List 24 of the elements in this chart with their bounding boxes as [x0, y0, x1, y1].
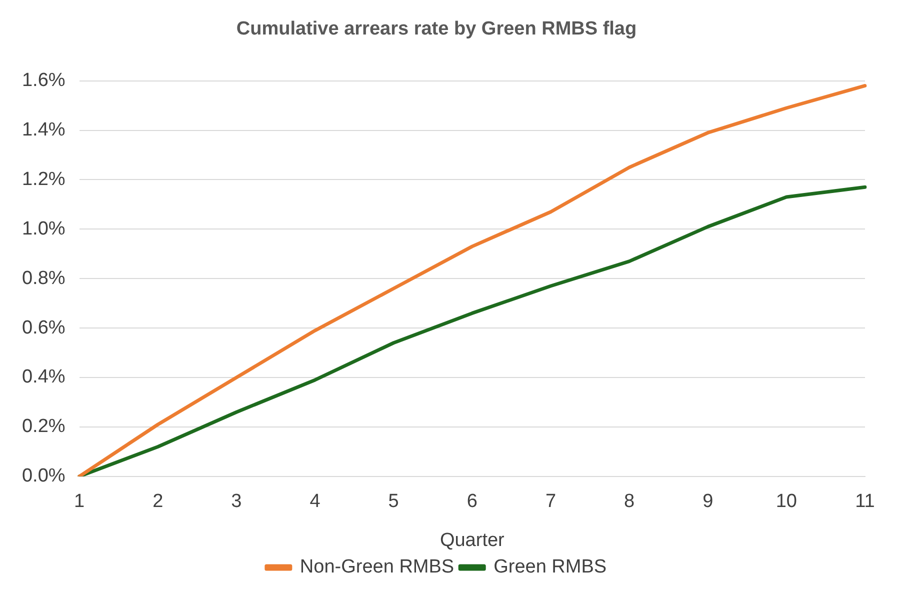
- x-tick-label: 2: [152, 491, 164, 512]
- y-tick-label: 0.8%: [22, 268, 66, 289]
- y-tick-label: 1.6%: [22, 70, 66, 92]
- x-tick-label: 3: [231, 491, 242, 512]
- x-tick-label: 6: [466, 491, 478, 512]
- chart-title: Cumulative arrears rate by Green RMBS flag: [236, 18, 637, 40]
- y-tick-label: 1.2%: [22, 168, 66, 190]
- x-tick-label: 10: [776, 491, 797, 512]
- x-tick-label: 9: [702, 491, 714, 512]
- y-tick-label: 0.4%: [22, 366, 66, 388]
- x-tick-label: 11: [855, 491, 875, 512]
- y-tick-label: 0.2%: [22, 416, 66, 438]
- legend-label: Green RMBS: [494, 556, 607, 578]
- y-tick-label: 1.4%: [22, 119, 66, 140]
- x-tick-label: 1: [74, 491, 85, 512]
- y-tick-label: 0.0%: [22, 466, 66, 487]
- x-axis-title: Quarter: [440, 530, 506, 551]
- x-tick-label: 8: [624, 491, 635, 512]
- x-tick-label: 5: [388, 491, 399, 512]
- x-tick-label: 4: [310, 491, 321, 512]
- y-tick-label: 1.0%: [22, 218, 66, 240]
- y-tick-label: 0.6%: [22, 317, 66, 338]
- legend-label: Non-Green RMBS: [300, 556, 454, 578]
- x-tick-label: 7: [545, 491, 556, 512]
